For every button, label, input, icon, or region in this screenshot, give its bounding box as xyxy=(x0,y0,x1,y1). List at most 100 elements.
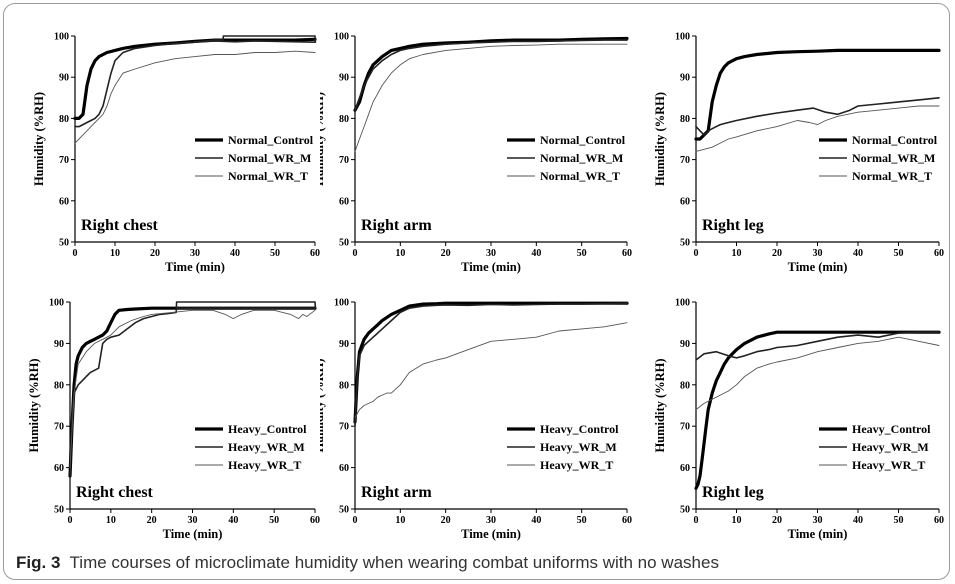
y-tick-label: 80 xyxy=(680,114,690,125)
y-tick-label: 90 xyxy=(54,339,64,350)
legend-label: Normal_WR_T xyxy=(540,169,620,183)
chart-panel-4: 0 10 20 30 40 50 60 50 60 70 80 90 100 Time (min) Humi… xyxy=(27,298,320,542)
series-line-heavy-control xyxy=(353,301,629,424)
x-tick-label: 10 xyxy=(395,248,405,259)
panel-label: Right leg xyxy=(702,217,764,234)
x-tick-label: 60 xyxy=(622,248,632,259)
chart-panel-5: 0 10 20 30 40 50 60 50 60 70 80 90 100 Time (min) Humi… xyxy=(320,298,632,542)
y-tick-label: 70 xyxy=(54,422,64,433)
legend-label: Normal_WR_M xyxy=(540,151,623,165)
panel-label: Right arm xyxy=(361,217,432,234)
series-line-heavy-control xyxy=(694,330,941,490)
y-tick-label: 80 xyxy=(339,380,349,391)
y-tick-label: 50 xyxy=(680,238,690,249)
y-tick-label: 100 xyxy=(675,298,690,309)
y-axis-label: Humidity (%RH) xyxy=(653,92,667,186)
x-tick-label: 10 xyxy=(110,248,120,259)
y-tick-label: 50 xyxy=(339,505,349,516)
y-tick-label: 70 xyxy=(339,422,349,433)
x-tick-label: 50 xyxy=(269,515,279,526)
y-tick-label: 50 xyxy=(54,505,64,516)
x-tick-label: 50 xyxy=(894,515,904,526)
x-tick-label: 20 xyxy=(772,515,782,526)
x-tick-label: 0 xyxy=(68,515,73,526)
legend-label: Heavy_Control xyxy=(228,422,307,436)
series-line-heavy-wr-m xyxy=(695,331,940,361)
chart-panel-3: 0 10 20 30 40 50 60 50 60 70 80 90 100 Time (min) Humi… xyxy=(653,32,944,275)
y-axis-label: Humidity (%RH) xyxy=(653,358,667,452)
series-line-normal-wr-m xyxy=(695,97,940,136)
y-tick-label: 60 xyxy=(680,196,690,207)
x-tick-label: 0 xyxy=(694,515,699,526)
y-tick-label: 70 xyxy=(680,155,690,166)
legend-label: Normal_WR_M xyxy=(228,151,311,165)
y-tick-label: 70 xyxy=(680,422,690,433)
legend-label: Heavy_WR_M xyxy=(540,440,617,454)
x-tick-label: 10 xyxy=(732,248,742,259)
legend-label: Heavy_WR_M xyxy=(852,440,929,454)
y-tick-label: 60 xyxy=(54,463,64,474)
x-axis-label: Time (min) xyxy=(461,260,521,274)
legend-label: Heavy_WR_M xyxy=(228,440,305,454)
y-tick-label: 50 xyxy=(59,238,69,249)
x-tick-label: 50 xyxy=(577,515,587,526)
x-tick-label: 10 xyxy=(395,515,405,526)
legend-label: Normal_WR_M xyxy=(852,151,935,165)
caption-text: Time courses of microclimate humidity wh… xyxy=(69,553,719,572)
series-line-heavy-wr-m xyxy=(69,301,317,477)
x-tick-label: 20 xyxy=(441,515,451,526)
x-tick-label: 30 xyxy=(813,248,823,259)
chart-panel-1: 0 10 20 30 40 50 60 50 60 70 80 90 100 Time (min) Humi… xyxy=(32,32,320,275)
x-tick-label: 20 xyxy=(441,248,451,259)
x-tick-label: 0 xyxy=(73,248,78,259)
series-line-heavy-wr-t xyxy=(354,322,628,419)
x-axis-label: Time (min) xyxy=(461,527,521,541)
x-tick-label: 40 xyxy=(228,515,238,526)
series-line-normal-wr-m xyxy=(74,35,317,128)
x-axis-label: Time (min) xyxy=(163,527,223,541)
series-line-heavy-wr-t xyxy=(695,336,940,411)
legend-label: Heavy_WR_T xyxy=(852,458,925,472)
x-tick-label: 60 xyxy=(310,515,320,526)
y-tick-label: 90 xyxy=(339,339,349,350)
x-tick-label: 20 xyxy=(147,515,157,526)
x-axis-label: Time (min) xyxy=(788,527,848,541)
y-tick-label: 60 xyxy=(339,196,349,207)
series-line-heavy-wr-t xyxy=(69,309,316,469)
legend-label: Normal_WR_T xyxy=(228,169,308,183)
series-line-normal-wr-m xyxy=(354,39,628,111)
y-tick-label: 100 xyxy=(334,32,349,43)
panel-label: Right chest xyxy=(81,217,159,234)
y-tick-label: 60 xyxy=(339,463,349,474)
y-tick-label: 90 xyxy=(339,73,349,84)
x-tick-label: 50 xyxy=(894,248,904,259)
y-axis-label: Humidity (%RH) xyxy=(320,92,326,186)
x-tick-label: 60 xyxy=(934,515,944,526)
y-tick-label: 80 xyxy=(54,380,64,391)
x-tick-label: 0 xyxy=(353,515,358,526)
panel-label: Right chest xyxy=(76,484,154,501)
panel-label: Right leg xyxy=(702,484,764,501)
y-tick-label: 100 xyxy=(54,32,69,43)
y-tick-label: 80 xyxy=(680,380,690,391)
x-tick-label: 30 xyxy=(188,515,198,526)
x-tick-label: 20 xyxy=(150,248,160,259)
legend-label: Normal_WR_T xyxy=(852,169,932,183)
x-tick-label: 40 xyxy=(853,515,863,526)
chart-panel-6: 0 10 20 30 40 50 60 50 60 70 80 90 100 Time (min) Humi… xyxy=(653,298,944,542)
series-line-heavy-wr-m xyxy=(354,302,628,427)
legend-label: Normal_Control xyxy=(228,133,314,147)
x-tick-label: 40 xyxy=(230,248,240,259)
y-tick-label: 50 xyxy=(339,238,349,249)
x-tick-label: 60 xyxy=(310,248,320,259)
series-line-normal-control xyxy=(73,37,317,120)
y-tick-label: 60 xyxy=(59,196,69,207)
y-tick-label: 100 xyxy=(675,32,690,43)
y-tick-label: 80 xyxy=(339,114,349,125)
y-tick-label: 90 xyxy=(680,339,690,350)
series-line-normal-wr-t xyxy=(74,50,316,144)
caption-label: Fig. 3 xyxy=(16,553,61,572)
x-tick-label: 10 xyxy=(106,515,116,526)
y-axis-label: Humidity (%RH) xyxy=(32,92,46,186)
x-tick-label: 0 xyxy=(353,248,358,259)
